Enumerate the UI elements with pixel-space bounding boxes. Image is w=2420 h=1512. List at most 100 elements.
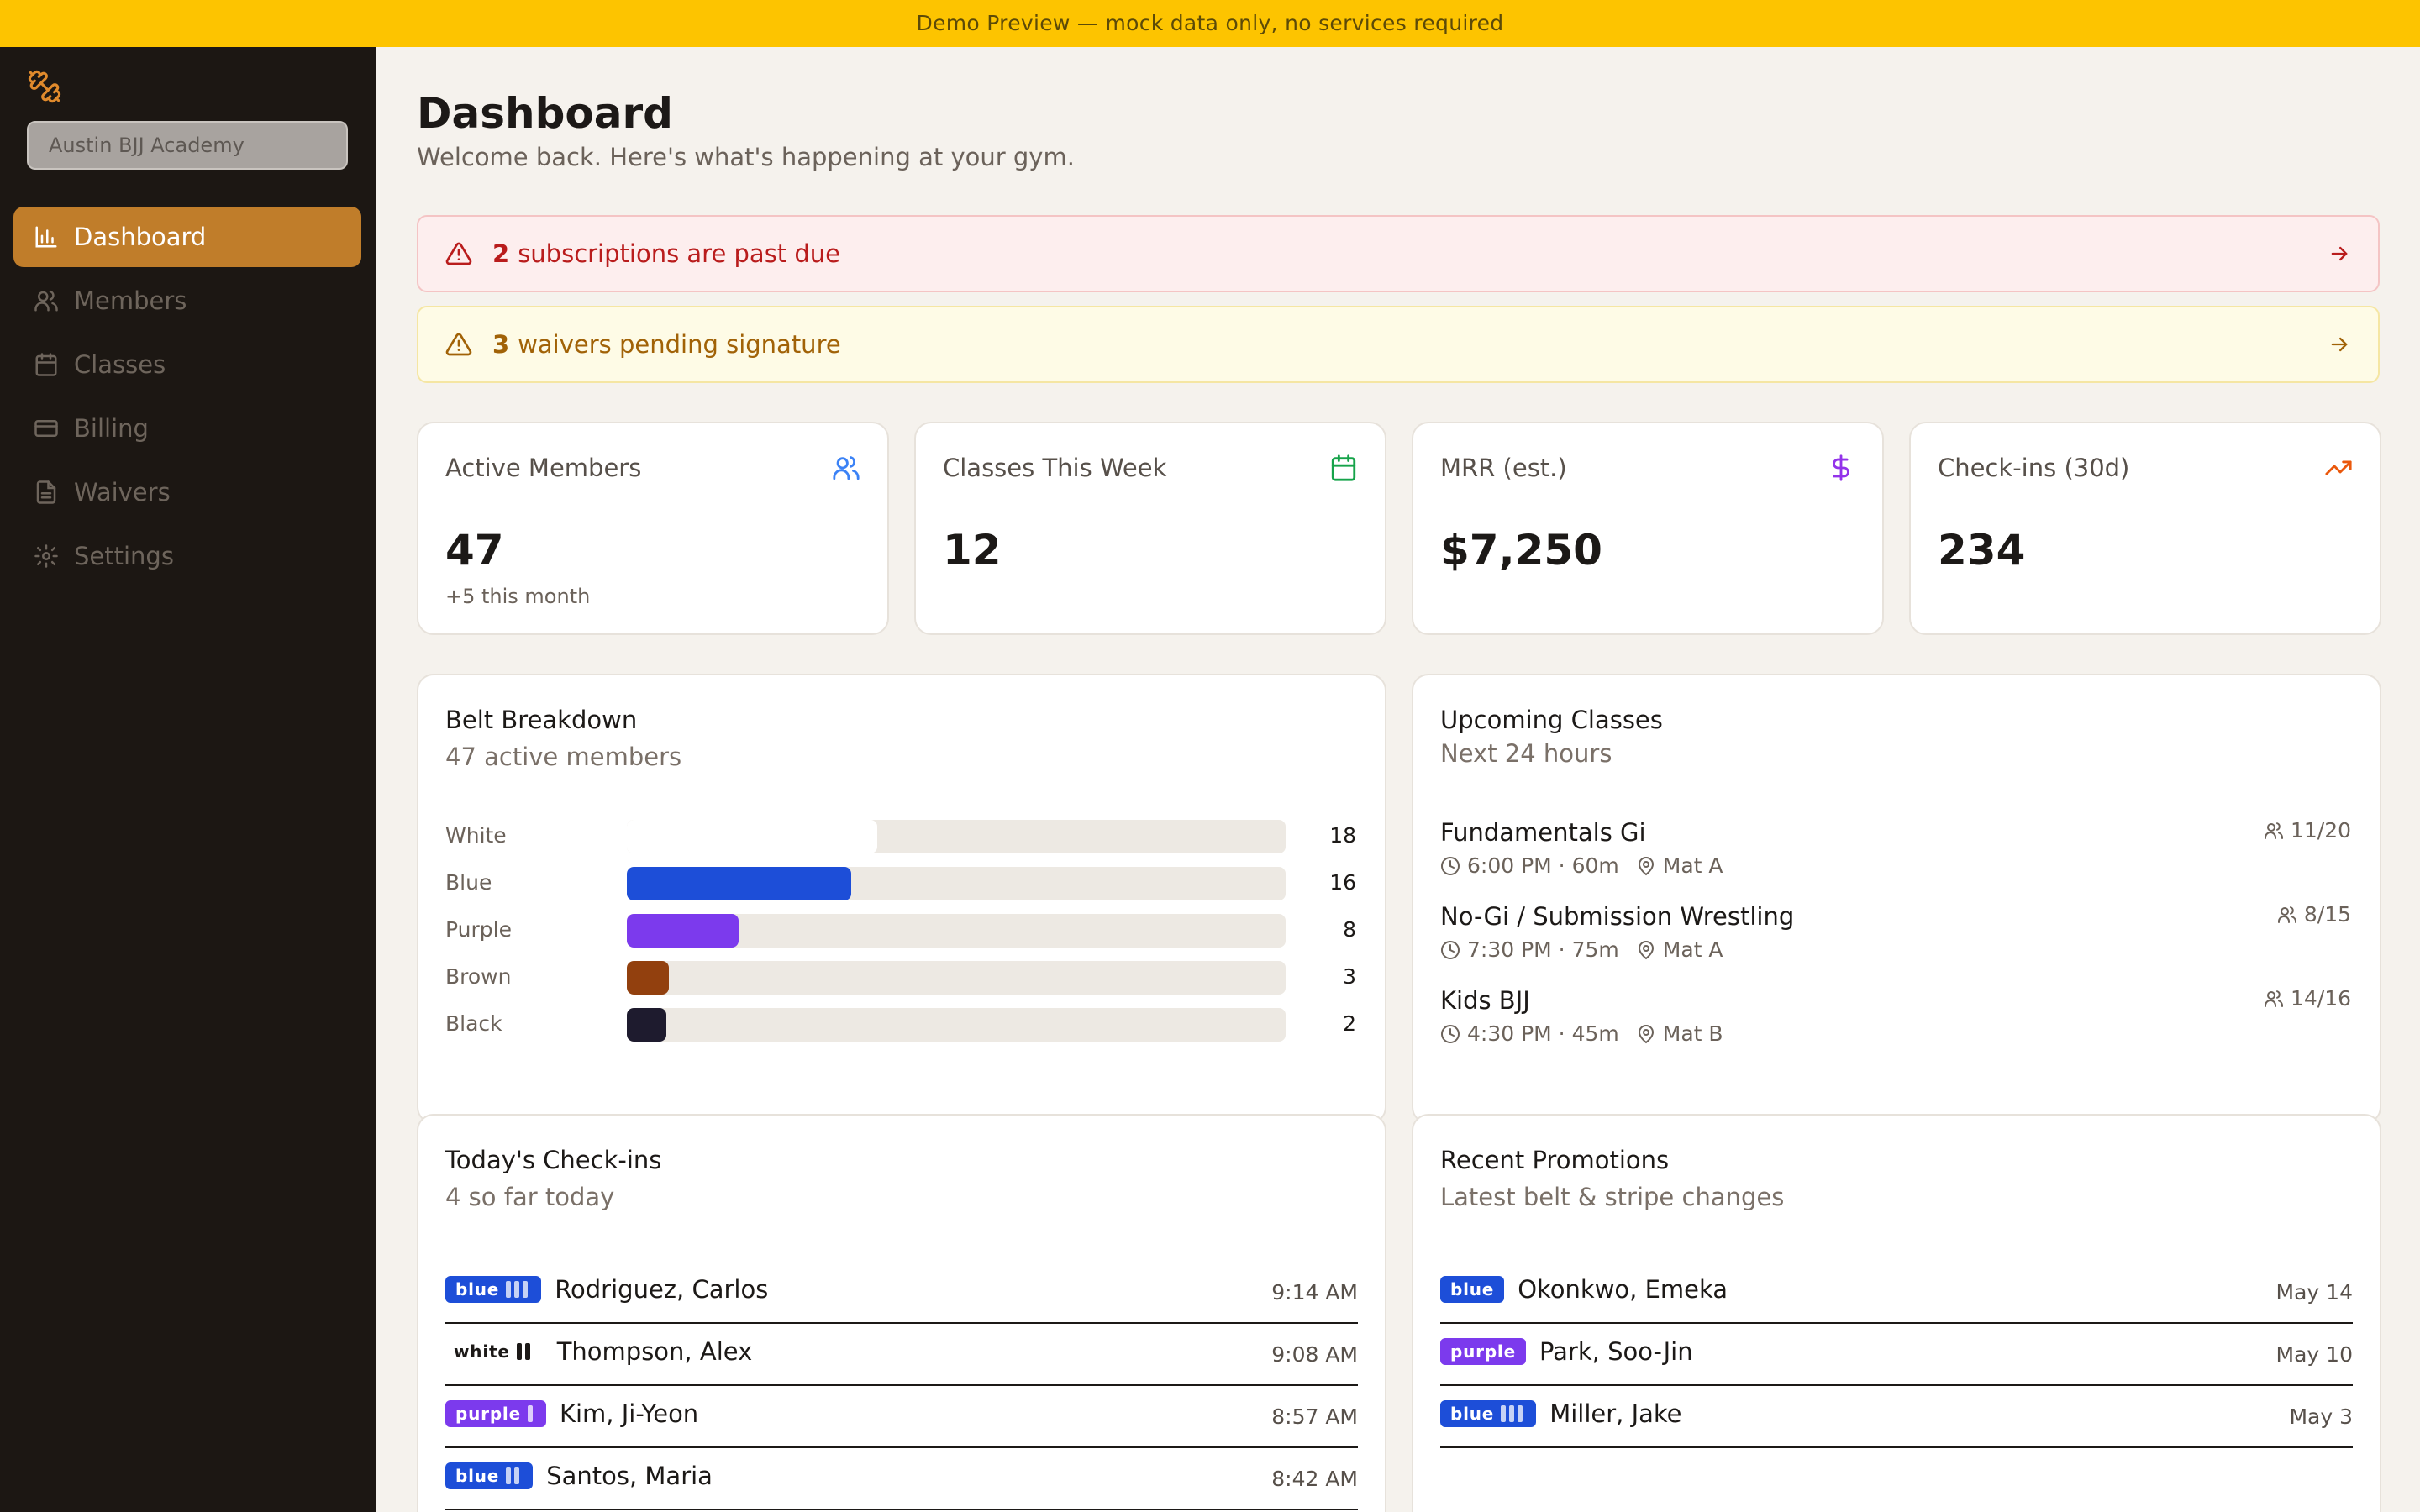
class-meta: 4:30 PM · 45m Mat B xyxy=(1440,1021,1723,1046)
class-capacity-value: 11/20 xyxy=(2290,818,2351,843)
sidebar-item-dashboard[interactable]: Dashboard xyxy=(13,207,361,267)
stat-label: Classes This Week xyxy=(943,454,1167,482)
waivers-pending-alert[interactable]: 3 waivers pending signature xyxy=(417,306,2380,383)
belt-label: Blue xyxy=(445,870,492,895)
users-icon xyxy=(2264,822,2283,839)
sidebar-item-label: Settings xyxy=(74,542,174,570)
sidebar-item-members[interactable]: Members xyxy=(13,270,361,331)
alert-count: 2 xyxy=(492,239,510,268)
checkin-row[interactable]: blue Santos, Maria 8:42 AM xyxy=(445,1448,1358,1510)
belt-badge-label: white xyxy=(454,1341,510,1362)
belt-count: 8 xyxy=(1343,917,1356,942)
sidebar-item-label: Billing xyxy=(74,414,149,443)
belt-label: White xyxy=(445,823,507,848)
dollar-icon xyxy=(1833,454,1849,481)
belt-label: Brown xyxy=(445,964,512,989)
checkin-time: 8:42 AM xyxy=(1271,1467,1358,1491)
trending-up-icon xyxy=(2325,460,2352,475)
class-name: Fundamentals Gi xyxy=(1440,818,1646,847)
belt-badge-label: blue xyxy=(1450,1404,1495,1424)
stat-card-mrr: MRR (est.) $7,250 xyxy=(1412,422,1884,635)
class-list-item[interactable]: Kids BJJ 4:30 PM · 45m Mat B 14/16 xyxy=(1440,986,2351,1057)
map-pin-icon xyxy=(1638,1024,1654,1043)
promotion-date: May 14 xyxy=(2275,1280,2353,1305)
past-due-alert[interactable]: 2 subscriptions are past due xyxy=(417,215,2380,292)
class-capacity: 11/20 xyxy=(2264,818,2351,843)
checkin-row[interactable]: purple Kim, Ji-Yeon 8:57 AM xyxy=(445,1386,1358,1448)
promotion-date: May 3 xyxy=(2289,1404,2353,1429)
class-time: 6:00 PM · 60m xyxy=(1467,853,1619,878)
stripe-mark xyxy=(506,1467,512,1484)
promotion-row[interactable]: blue Okonkwo, Emeka May 14 xyxy=(1440,1262,2353,1324)
belt-row-white: White 18 xyxy=(445,820,1356,853)
card-title: Belt Breakdown xyxy=(445,706,638,734)
main-content: Dashboard Welcome back. Here's what's ha… xyxy=(376,47,2420,1512)
class-name: Kids BJJ xyxy=(1440,986,1530,1015)
belt-count: 3 xyxy=(1343,964,1356,989)
member-name: Kim, Ji-Yeon xyxy=(559,1399,699,1428)
users-icon xyxy=(2277,906,2296,923)
stat-value: 234 xyxy=(1938,526,2026,575)
class-list-item[interactable]: Fundamentals Gi 6:00 PM · 60m Mat A 11/20 xyxy=(1440,818,2351,889)
class-capacity-value: 8/15 xyxy=(2303,902,2351,927)
member-name: Rodriguez, Carlos xyxy=(555,1275,769,1304)
card-title: Upcoming Classes xyxy=(1440,706,1663,734)
dumbbell-logo-icon[interactable] xyxy=(27,69,62,104)
member-name: Park, Soo-Jin xyxy=(1539,1337,1693,1366)
promotion-row[interactable]: purple Park, Soo-Jin May 10 xyxy=(1440,1324,2353,1386)
stripe-mark xyxy=(1501,1405,1507,1422)
class-name: No-Gi / Submission Wrestling xyxy=(1440,902,1795,931)
gym-selector[interactable]: Austin BJJ Academy xyxy=(27,121,348,170)
stat-label: Check-ins (30d) xyxy=(1938,454,2130,482)
class-list-item[interactable]: No-Gi / Submission Wrestling 7:30 PM · 75… xyxy=(1440,902,2351,973)
promotion-row[interactable]: blue Miller, Jake May 3 xyxy=(1440,1386,2353,1448)
checkin-time: 9:14 AM xyxy=(1271,1280,1358,1305)
alert-count: 3 xyxy=(492,330,510,359)
belt-bar-track xyxy=(627,914,1286,948)
stat-value: 47 xyxy=(445,526,504,575)
belt-bar-track xyxy=(627,961,1286,995)
stripes xyxy=(506,1281,531,1298)
belt-bar-track xyxy=(627,1008,1286,1042)
stat-note: +5 this month xyxy=(445,585,591,608)
checkin-row[interactable]: white Thompson, Alex 9:08 AM xyxy=(445,1324,1358,1386)
checkin-time: 8:57 AM xyxy=(1271,1404,1358,1429)
belt-label: Purple xyxy=(445,917,512,942)
belt-bar-track xyxy=(627,820,1286,853)
page-title: Dashboard xyxy=(417,89,673,138)
class-capacity: 14/16 xyxy=(2264,986,2351,1011)
sidebar-item-label: Waivers xyxy=(74,478,171,507)
recent-promotions-card: Recent Promotions Latest belt & stripe c… xyxy=(1412,1114,2381,1512)
belt-bar-fill xyxy=(627,820,877,853)
belt-badge: white xyxy=(445,1338,544,1365)
sidebar-item-settings[interactable]: Settings xyxy=(13,526,361,586)
stripe-mark xyxy=(1518,1405,1523,1422)
sidebar-item-billing[interactable]: Billing xyxy=(13,398,361,459)
belt-row-brown: Brown 3 xyxy=(445,961,1356,995)
belt-badge: purple xyxy=(445,1400,546,1427)
stripe-mark xyxy=(523,1281,529,1298)
calendar-icon xyxy=(35,353,57,376)
class-location: Mat A xyxy=(1662,853,1723,878)
sidebar-item-waivers[interactable]: Waivers xyxy=(13,462,361,522)
belt-badge-label: blue xyxy=(455,1279,500,1299)
stripe-mark xyxy=(514,1281,520,1298)
card-title: Recent Promotions xyxy=(1440,1146,1670,1174)
belt-badge: blue xyxy=(445,1462,534,1489)
belt-badge: blue xyxy=(445,1276,542,1303)
card-subtitle: 47 active members xyxy=(445,743,682,771)
belt-bar-fill xyxy=(627,1008,667,1042)
bar-chart-icon xyxy=(35,226,57,248)
clock-icon xyxy=(1441,940,1460,959)
member-name: Miller, Jake xyxy=(1549,1399,1682,1428)
belt-count: 2 xyxy=(1343,1011,1356,1036)
document-icon xyxy=(36,480,56,504)
sidebar-item-classes[interactable]: Classes xyxy=(13,334,361,395)
member-name: Thompson, Alex xyxy=(556,1337,753,1366)
belt-bar-fill xyxy=(627,961,670,995)
class-capacity: 8/15 xyxy=(2277,902,2351,927)
clock-icon xyxy=(1441,1024,1460,1043)
checkin-row[interactable]: blue Rodriguez, Carlos 9:14 AM xyxy=(445,1262,1358,1324)
arrow-right-icon xyxy=(2331,337,2348,352)
class-location: Mat A xyxy=(1662,937,1723,962)
